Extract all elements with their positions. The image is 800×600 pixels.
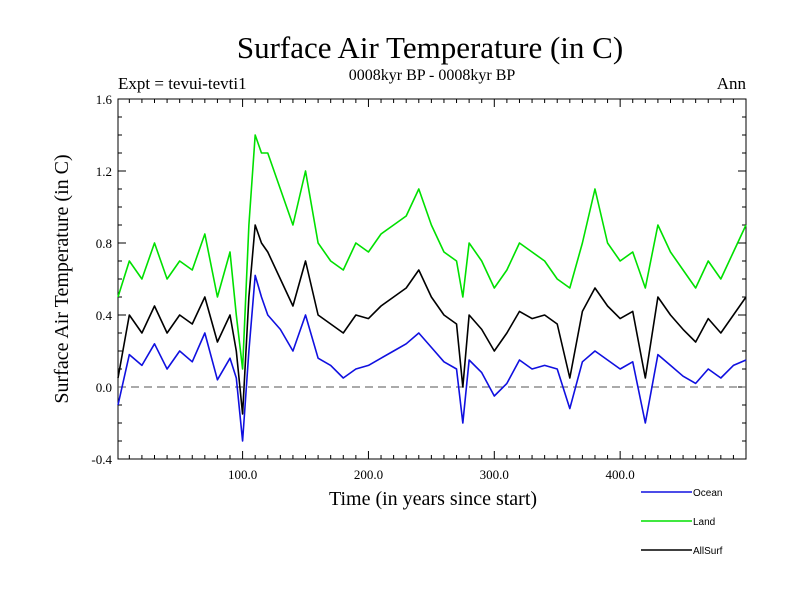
series-line-land — [117, 134, 747, 370]
series-line-allsurf — [117, 224, 747, 415]
y-tick-labels: -0.4 0.0 0.4 0.8 1.2 1.6 — [91, 92, 112, 467]
y-tick-label: 0.4 — [96, 308, 113, 323]
y-tick-label: 0.8 — [96, 236, 112, 251]
series-lines — [117, 134, 747, 442]
plot-frame — [117, 98, 747, 460]
axis-ticks — [118, 98, 747, 460]
y-tick-label: 1.2 — [96, 164, 112, 179]
x-axis-label: Time (in years since start) — [329, 488, 537, 510]
series-line-ocean — [117, 274, 747, 442]
x-tick-label: 200.0 — [354, 467, 383, 482]
x-tick-labels: 100.0 200.0 300.0 400.0 — [228, 467, 635, 482]
legend-label: Land — [693, 517, 715, 528]
y-axis-label: Surface Air Temperature (in C) — [51, 154, 73, 403]
x-tick-label: 100.0 — [228, 467, 257, 482]
legend: Ocean Land AllSurf — [641, 488, 723, 557]
x-tick-label: 300.0 — [480, 467, 509, 482]
chart-subtitle: 0008kyr BP - 0008kyr BP — [349, 67, 516, 84]
y-tick-label: 1.6 — [96, 92, 113, 107]
y-tick-label: -0.4 — [91, 452, 112, 467]
x-tick-label: 400.0 — [606, 467, 635, 482]
experiment-label: Expt = tevui-tevti1 — [118, 74, 247, 93]
chart-title: Surface Air Temperature (in C) — [237, 30, 623, 65]
legend-label: AllSurf — [693, 546, 723, 557]
y-tick-label: 0.0 — [96, 380, 112, 395]
legend-label: Ocean — [693, 488, 722, 499]
period-label: Ann — [717, 74, 747, 93]
